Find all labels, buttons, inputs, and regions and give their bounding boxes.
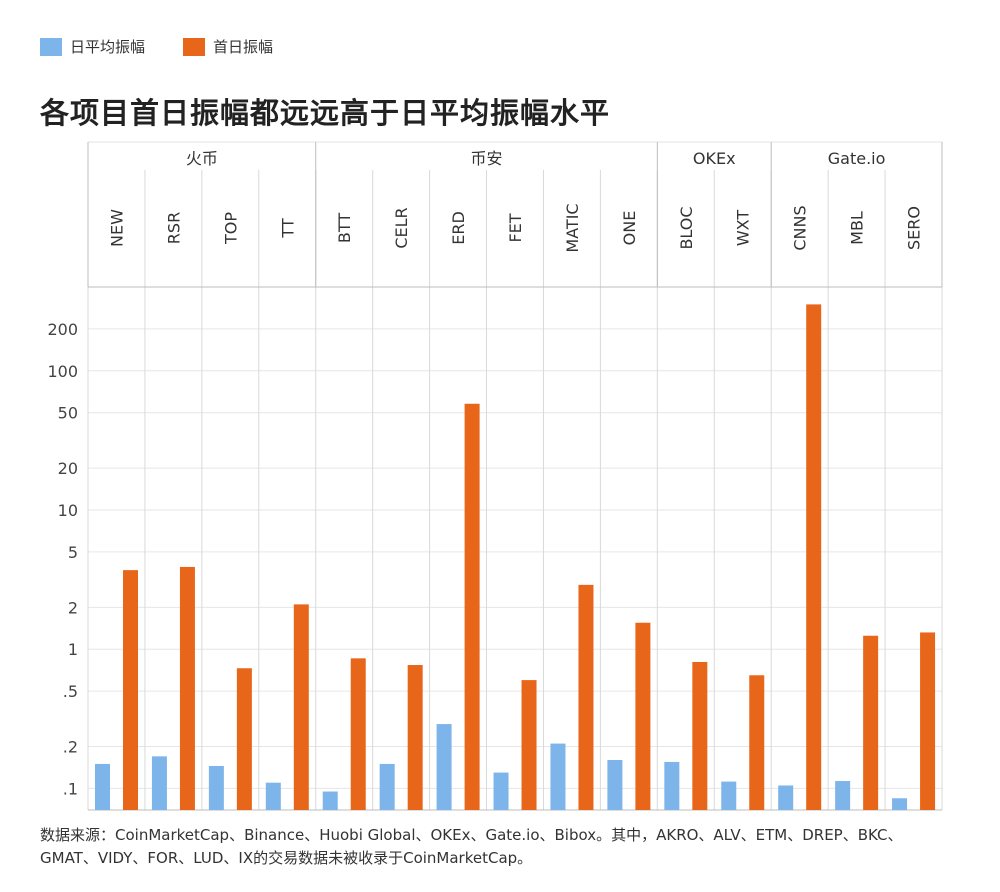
bar-first-day — [578, 584, 594, 810]
category-label: ERD — [449, 211, 468, 245]
category-label: ONE — [620, 211, 639, 246]
bar-first-day — [863, 635, 879, 810]
y-tick-label: 200 — [47, 320, 78, 339]
legend-label-first-day: 首日振幅 — [213, 38, 274, 56]
bar-chart: .1 .2 .5 1 2 5 10 20 50 100 200 火币 币安 OKEx Gate.io NEW R… — [47, 141, 943, 811]
bar-daily-avg — [95, 763, 110, 810]
bar-first-day — [350, 658, 366, 810]
bar-daily-avg — [322, 791, 338, 810]
legend-swatch-daily — [40, 37, 62, 56]
category-label: RSR — [164, 212, 183, 244]
category-label: TOP — [221, 212, 240, 245]
category-label: BTT — [335, 213, 354, 243]
legend-swatch-first-day — [183, 37, 206, 56]
category-label: WXT — [734, 210, 753, 247]
bar-daily-avg — [151, 756, 167, 810]
category-label: FET — [506, 213, 525, 242]
bar-daily-avg — [835, 781, 851, 810]
category-label: MBL — [848, 211, 867, 245]
legend-item-daily: 日平均振幅 — [40, 36, 145, 57]
category-label: CELR — [392, 207, 411, 248]
bar-first-day — [407, 665, 423, 810]
category-label: CNNS — [791, 205, 810, 250]
y-tick-label: 100 — [47, 362, 78, 381]
bar-daily-avg — [208, 765, 224, 810]
y-tick-label: 5 — [68, 543, 78, 562]
y-tick-label: 50 — [58, 404, 78, 423]
category-label: BLOC — [677, 206, 696, 249]
y-tick-label: .1 — [63, 779, 78, 798]
bar-daily-avg — [550, 743, 566, 810]
bar-first-day — [920, 632, 936, 810]
y-tick-label: 20 — [58, 459, 78, 478]
bar-daily-avg — [664, 761, 680, 810]
group-label: OKEx — [693, 149, 736, 168]
bar-first-day — [464, 403, 480, 810]
category-label: SERO — [905, 206, 924, 250]
bar-first-day — [692, 661, 708, 810]
legend-label-daily: 日平均振幅 — [70, 38, 146, 56]
y-tick-label: .5 — [63, 682, 78, 701]
group-label: 火币 — [186, 149, 218, 168]
bar-first-day — [635, 622, 651, 810]
bar-daily-avg — [607, 760, 623, 810]
bar-first-day — [806, 304, 822, 810]
bar-first-day — [236, 668, 252, 810]
category-label: MATIC — [563, 203, 582, 252]
y-tick-label: .2 — [63, 738, 78, 757]
legend-item-first-day: 首日振幅 — [183, 36, 273, 57]
y-tick-label: 10 — [58, 501, 78, 520]
bar-daily-avg — [721, 781, 737, 810]
y-tick-label: 1 — [68, 640, 78, 659]
bar-first-day — [521, 680, 537, 810]
bar-first-day — [293, 604, 309, 810]
bar-daily-avg — [892, 798, 908, 810]
y-tick-label: 2 — [68, 598, 78, 617]
group-label: Gate.io — [828, 149, 886, 168]
bar-daily-avg — [265, 782, 281, 810]
bar-daily-avg — [436, 724, 452, 810]
category-label: TT — [278, 218, 297, 238]
bar-daily-avg — [379, 763, 395, 810]
bar-first-day — [179, 566, 195, 810]
source-note: 数据来源：CoinMarketCap、Binance、Huobi Global、… — [40, 826, 903, 867]
bar-first-day — [749, 675, 765, 810]
bar-first-day — [123, 570, 138, 810]
bar-daily-avg — [493, 772, 509, 810]
bar-daily-avg — [778, 785, 794, 810]
legend: 日平均振幅 首日振幅 — [40, 36, 311, 57]
group-label: 币安 — [471, 149, 503, 168]
category-label: NEW — [107, 209, 126, 247]
chart-title: 各项目首日振幅都远远高于日平均振幅水平 — [40, 96, 611, 130]
